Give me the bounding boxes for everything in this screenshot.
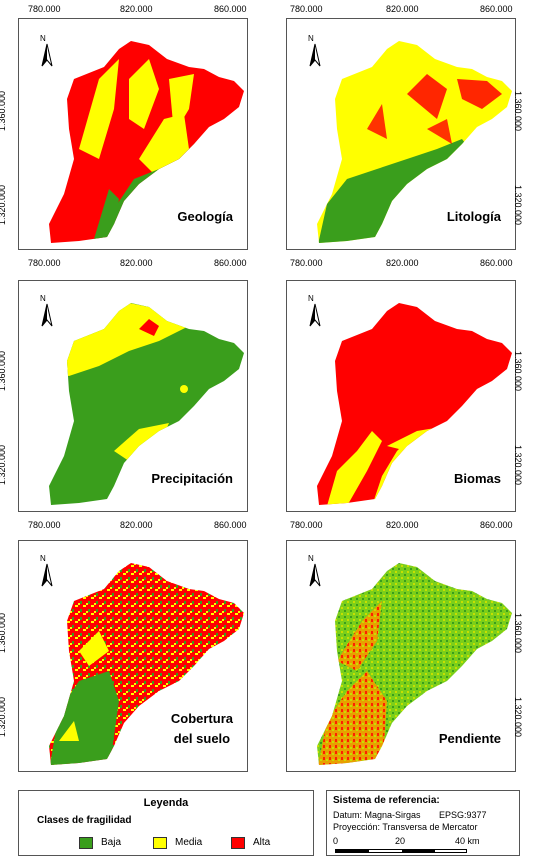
panel-title-line2: del suelo bbox=[173, 731, 231, 746]
map-panel-biomas: Biomas bbox=[286, 280, 516, 512]
panel-title: Cobertura del suelo bbox=[171, 709, 233, 749]
x-tick: 860.000 bbox=[214, 520, 247, 530]
y-tick: 1.320.000 bbox=[0, 184, 8, 226]
north-arrow-icon: N bbox=[40, 294, 53, 327]
legend-label-baja: Baja bbox=[101, 837, 122, 848]
panel-title: Precipitación bbox=[151, 471, 233, 486]
legend-label-media: Media bbox=[175, 837, 203, 848]
panel-title: Pendiente bbox=[438, 731, 501, 746]
map-cobertura bbox=[49, 563, 244, 765]
reference-datum: Datum: Magna-Sirgas bbox=[333, 810, 421, 820]
north-label: N bbox=[308, 34, 314, 43]
y-tick: 1.360.000 bbox=[513, 350, 524, 392]
x-tick: 860.000 bbox=[480, 258, 513, 268]
y-tick: 1.320.000 bbox=[0, 444, 8, 486]
x-tick: 860.000 bbox=[480, 4, 513, 14]
north-label: N bbox=[308, 294, 314, 303]
legend-title: Leyenda bbox=[143, 797, 189, 809]
map-panel-litologia: Litología bbox=[286, 18, 516, 250]
y-tick: 1.360.000 bbox=[513, 612, 524, 654]
y-tick: 1.360.000 bbox=[0, 90, 8, 132]
map-geologia bbox=[49, 41, 244, 243]
x-tick: 860.000 bbox=[480, 520, 513, 530]
y-tick: 1.360.000 bbox=[0, 612, 8, 654]
map-biomas bbox=[317, 303, 512, 505]
map-panel-precipitacion: Precipitación bbox=[18, 280, 248, 512]
north-arrow-icon: N bbox=[308, 554, 321, 587]
scale-label: 40 km bbox=[455, 836, 480, 846]
map-pendiente bbox=[317, 563, 512, 765]
panel-title-line1: Cobertura bbox=[170, 711, 233, 726]
legend-label-alta: Alta bbox=[253, 837, 271, 848]
y-tick: 1.320.000 bbox=[513, 696, 524, 738]
north-arrow-icon: N bbox=[308, 34, 321, 67]
x-tick: 820.000 bbox=[386, 4, 419, 14]
map-panel-cobertura: Cobertura del suelo bbox=[18, 540, 248, 772]
map-panel-geologia: Geología bbox=[18, 18, 248, 250]
north-arrow-icon: N bbox=[308, 294, 321, 327]
legend-swatch-media bbox=[153, 837, 167, 849]
x-tick: 820.000 bbox=[120, 4, 153, 14]
y-tick: 1.320.000 bbox=[513, 184, 524, 226]
legend-subtitle: Clases de fragilidad bbox=[37, 815, 132, 826]
reference-projection: Proyección: Transversa de Mercator bbox=[333, 822, 478, 832]
map-panel-pendiente: Pendiente bbox=[286, 540, 516, 772]
legend: Leyenda Clases de fragilidad Baja Media … bbox=[18, 790, 314, 856]
panel-title: Geología bbox=[177, 209, 233, 224]
scale-label: 0 bbox=[333, 836, 339, 846]
north-arrow-icon: N bbox=[40, 554, 53, 587]
x-tick: 820.000 bbox=[386, 258, 419, 268]
map-precipitacion bbox=[49, 303, 244, 505]
reference-system: Sistema de referencia: Datum: Magna-Sirg… bbox=[326, 790, 520, 856]
y-tick: 1.360.000 bbox=[0, 350, 8, 392]
north-arrow-icon: N bbox=[40, 34, 53, 67]
y-tick: 1.360.000 bbox=[513, 90, 524, 132]
map-litologia bbox=[317, 41, 512, 243]
y-tick: 1.320.000 bbox=[0, 696, 8, 738]
x-tick: 780.000 bbox=[290, 520, 323, 530]
scale-label: 20 bbox=[395, 836, 406, 846]
x-tick: 780.000 bbox=[28, 520, 61, 530]
x-tick: 820.000 bbox=[120, 258, 153, 268]
legend-swatch-baja bbox=[79, 837, 93, 849]
x-tick: 780.000 bbox=[28, 258, 61, 268]
panel-title: Litología bbox=[446, 209, 501, 224]
x-tick: 780.000 bbox=[28, 4, 61, 14]
north-label: N bbox=[40, 554, 46, 563]
north-label: N bbox=[308, 554, 314, 563]
y-tick: 1.320.000 bbox=[513, 444, 524, 486]
x-tick: 820.000 bbox=[386, 520, 419, 530]
panel-title: Biomas bbox=[454, 471, 501, 486]
north-label: N bbox=[40, 34, 46, 43]
x-tick: 820.000 bbox=[120, 520, 153, 530]
x-tick: 860.000 bbox=[214, 258, 247, 268]
x-tick: 860.000 bbox=[214, 4, 247, 14]
north-label: N bbox=[40, 294, 46, 303]
scale-bar bbox=[335, 849, 467, 853]
reference-title: Sistema de referencia: bbox=[333, 795, 440, 806]
x-tick: 780.000 bbox=[290, 4, 323, 14]
legend-swatch-alta bbox=[231, 837, 245, 849]
x-tick: 780.000 bbox=[290, 258, 323, 268]
reference-epsg: EPSG:9377 bbox=[439, 810, 487, 820]
